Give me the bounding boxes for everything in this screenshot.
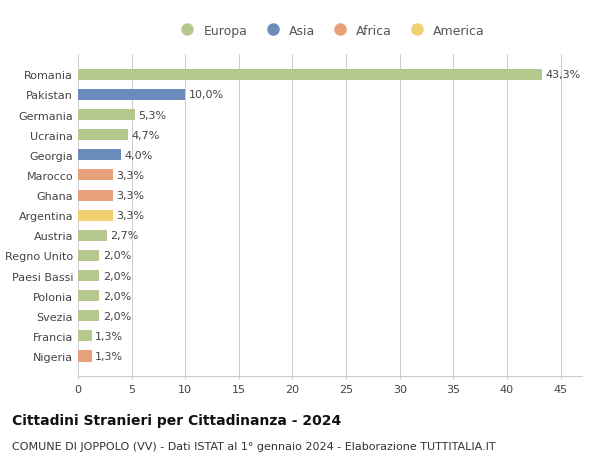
Text: Cittadini Stranieri per Cittadinanza - 2024: Cittadini Stranieri per Cittadinanza - 2…: [12, 413, 341, 427]
Text: 2,0%: 2,0%: [103, 251, 131, 261]
Bar: [78, 130, 128, 141]
Bar: [78, 150, 121, 161]
Text: 2,0%: 2,0%: [103, 271, 131, 281]
Text: 3,3%: 3,3%: [116, 211, 145, 221]
Text: 2,0%: 2,0%: [103, 291, 131, 301]
Text: 43,3%: 43,3%: [545, 70, 581, 80]
Bar: [78, 270, 100, 281]
Text: 2,7%: 2,7%: [110, 231, 139, 241]
Text: 10,0%: 10,0%: [188, 90, 224, 100]
Text: 1,3%: 1,3%: [95, 351, 123, 361]
Text: COMUNE DI JOPPOLO (VV) - Dati ISTAT al 1° gennaio 2024 - Elaborazione TUTTITALIA: COMUNE DI JOPPOLO (VV) - Dati ISTAT al 1…: [12, 441, 496, 451]
Bar: [78, 110, 135, 121]
Bar: [78, 190, 113, 201]
Text: 3,3%: 3,3%: [116, 171, 145, 180]
Bar: [78, 311, 100, 322]
Legend: Europa, Asia, Africa, America: Europa, Asia, Africa, America: [170, 20, 490, 43]
Bar: [78, 291, 100, 302]
Text: 5,3%: 5,3%: [138, 110, 166, 120]
Text: 4,0%: 4,0%: [124, 151, 152, 161]
Bar: [78, 70, 542, 81]
Bar: [78, 210, 113, 221]
Text: 2,0%: 2,0%: [103, 311, 131, 321]
Bar: [78, 90, 185, 101]
Bar: [78, 230, 107, 241]
Text: 4,7%: 4,7%: [131, 130, 160, 140]
Text: 3,3%: 3,3%: [116, 190, 145, 201]
Bar: [78, 351, 92, 362]
Bar: [78, 170, 113, 181]
Text: 1,3%: 1,3%: [95, 331, 123, 341]
Bar: [78, 330, 92, 341]
Bar: [78, 250, 100, 262]
